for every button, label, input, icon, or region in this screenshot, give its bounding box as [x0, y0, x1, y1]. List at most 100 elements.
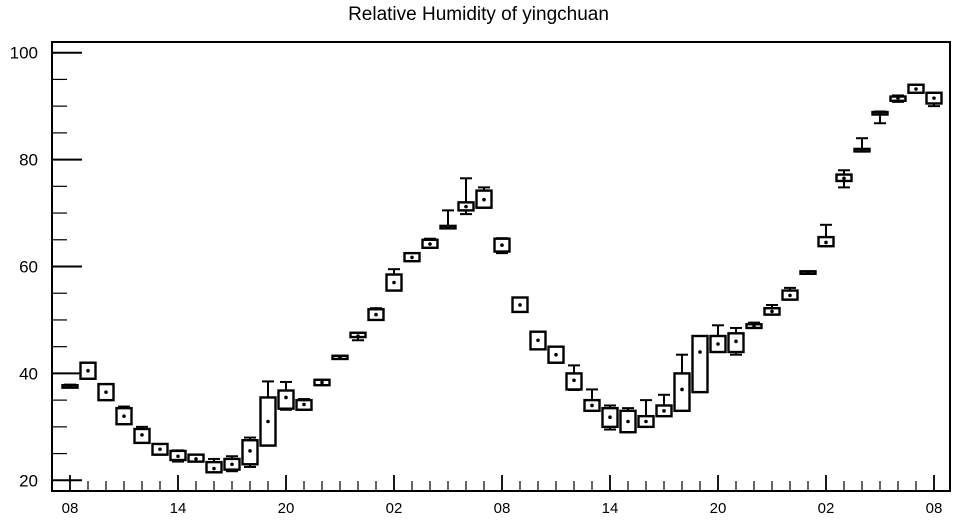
- median-marker: [266, 419, 270, 424]
- box-plot-item: [763, 303, 781, 316]
- y-tick-label: 60: [19, 258, 38, 277]
- box-plot-item: [637, 399, 655, 429]
- x-axis: 08 14 20 02 08 14 20 02 08: [62, 475, 942, 517]
- box-plot-item: [421, 237, 439, 249]
- box-plot-item: [475, 186, 493, 209]
- median-marker: [212, 466, 216, 471]
- x-tick-label: 08: [494, 500, 511, 517]
- median-marker: [410, 255, 414, 260]
- median-marker: [500, 243, 504, 247]
- box-plot-item: [493, 237, 511, 255]
- median-marker: [680, 387, 684, 392]
- chart-title: Relative Humidity of yingchuan: [348, 4, 609, 25]
- box-plot-item: [79, 361, 97, 380]
- median-marker: [824, 240, 828, 245]
- median-marker: [284, 395, 288, 400]
- median-marker: [752, 324, 756, 329]
- box-plot-item: [385, 268, 403, 292]
- median-marker: [788, 293, 792, 298]
- box-plot-item: [619, 407, 637, 434]
- box-plot-item: [871, 110, 889, 125]
- box-plot-item: [133, 425, 151, 445]
- median-marker: [176, 454, 180, 459]
- box-plot-item: [61, 383, 79, 389]
- box-plot-item: [727, 326, 745, 356]
- box-plot-item: [781, 286, 799, 301]
- median-marker: [554, 352, 558, 357]
- plot-frame: [51, 41, 951, 492]
- median-marker: [446, 225, 450, 229]
- x-tick-label: 20: [278, 500, 295, 517]
- box-plot-item: [259, 380, 277, 447]
- x-tick-label: 14: [602, 500, 619, 517]
- median-marker: [374, 312, 378, 317]
- box-plot-item: [97, 382, 115, 402]
- box-plot-item: [205, 457, 223, 474]
- box-plot-item: [349, 331, 367, 342]
- median-marker: [320, 380, 324, 385]
- median-marker: [644, 419, 648, 424]
- median-marker: [608, 415, 612, 420]
- median-marker: [896, 96, 900, 100]
- box-plot-item: [457, 177, 475, 216]
- box-plot-item: [853, 137, 871, 153]
- median-marker: [428, 242, 432, 246]
- box-plot-item: [709, 324, 727, 354]
- y-tick-label: 100: [10, 44, 38, 63]
- box-plot-item: [691, 334, 709, 394]
- median-marker: [572, 378, 576, 383]
- median-marker: [806, 270, 810, 275]
- median-marker: [482, 197, 486, 202]
- median-marker: [338, 355, 342, 360]
- median-marker: [464, 204, 468, 209]
- median-marker: [140, 433, 144, 437]
- x-tick-label: 02: [818, 500, 835, 517]
- box-plot-item: [511, 296, 529, 314]
- y-tick-label: 20: [19, 471, 38, 490]
- median-marker: [518, 303, 522, 307]
- box-plot-item: [565, 364, 583, 391]
- median-marker: [392, 280, 396, 285]
- y-tick-label: 80: [19, 151, 38, 170]
- median-marker: [932, 96, 936, 100]
- box-plot-item: [529, 330, 547, 351]
- box-plot-item: [601, 404, 619, 431]
- box-plot-item: [673, 353, 691, 413]
- median-marker: [248, 449, 252, 453]
- median-marker: [716, 342, 720, 346]
- box-plot-item: [799, 270, 817, 276]
- box-plot-item: [169, 449, 187, 463]
- box-plot-item: [313, 378, 331, 387]
- box-plot-item: [583, 388, 601, 413]
- median-marker: [590, 403, 594, 408]
- box-plot-item: [745, 321, 763, 330]
- box-iqr: [691, 334, 709, 394]
- box-plot-item: [655, 393, 673, 418]
- median-marker: [68, 383, 72, 388]
- box-series: [61, 83, 943, 474]
- box-plot-item: [889, 94, 907, 103]
- x-tick-label: 14: [170, 500, 187, 517]
- box-plot-item: [295, 398, 313, 411]
- box-plot-item: [403, 251, 421, 263]
- median-marker: [104, 390, 108, 394]
- box-plot-item: [223, 455, 241, 473]
- median-marker: [194, 457, 198, 461]
- box-plot-item: [547, 345, 565, 364]
- box-plot-item: [439, 209, 457, 230]
- box-iqr: [277, 389, 295, 410]
- median-marker: [662, 409, 666, 413]
- y-tick-label: 40: [19, 364, 38, 383]
- box-plot-item: [367, 307, 385, 322]
- box-plot-item: [907, 83, 925, 94]
- x-tick-label: 08: [62, 500, 79, 517]
- median-marker: [914, 87, 918, 91]
- box-plot-item: [151, 442, 169, 456]
- median-marker: [536, 338, 540, 343]
- box-plot-item: [241, 436, 259, 468]
- median-marker: [842, 176, 846, 181]
- box-plot-item: [187, 453, 205, 463]
- box-plot-item: [331, 354, 349, 361]
- median-marker: [698, 350, 702, 354]
